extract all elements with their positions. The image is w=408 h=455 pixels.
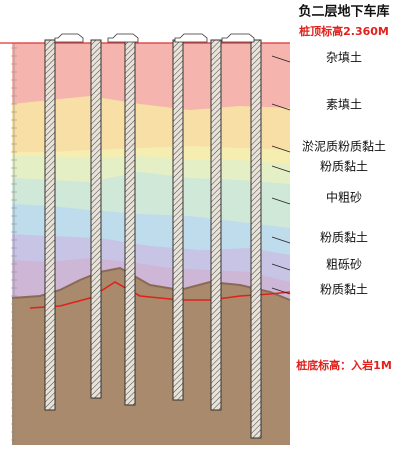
leader-line — [271, 263, 291, 271]
pile — [124, 39, 136, 406]
layer-label: 粉质黏土 — [320, 160, 368, 174]
pile — [172, 39, 184, 401]
layer-label: 淤泥质粉质黏土 — [302, 140, 386, 154]
leader-line — [271, 145, 291, 153]
pile — [44, 39, 56, 411]
pile — [210, 39, 222, 411]
car — [107, 33, 139, 43]
leader-line — [271, 103, 291, 111]
layer-label: 粉质黏土 — [320, 231, 368, 245]
car — [221, 33, 255, 43]
piles — [44, 39, 262, 439]
pile-top-label: 桩顶标高2.360M — [299, 24, 389, 38]
title: 负二层地下车库 — [298, 4, 389, 20]
pile — [90, 39, 102, 399]
layer-label: 粉质黏土 — [320, 283, 368, 297]
car — [174, 33, 208, 43]
layer-label: 素填土 — [326, 98, 362, 112]
pile-bottom-label: 桩底标高：入岩1M — [296, 358, 392, 372]
layer-label: 粗砾砂 — [326, 258, 362, 272]
layer-label: 杂填土 — [326, 51, 362, 65]
layer-label: 中粗砂 — [326, 190, 362, 205]
leader-line — [271, 287, 291, 295]
leader-line — [271, 165, 291, 173]
car — [54, 33, 84, 43]
ruler — [11, 43, 17, 445]
leader-line — [271, 55, 291, 63]
leader-line — [271, 197, 291, 205]
cars — [54, 33, 255, 43]
pile — [250, 39, 262, 439]
leader-line — [271, 236, 291, 244]
